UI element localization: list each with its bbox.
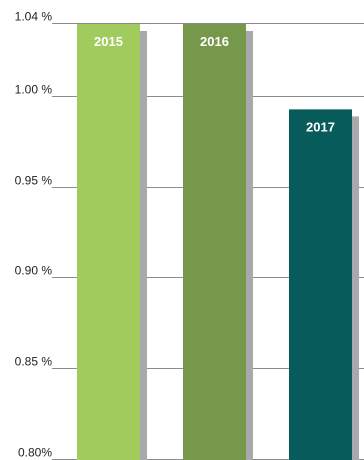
bar [289,109,352,460]
bar-labels: 2015 2016 2017 [94,34,335,134]
bar-value-label: 2015 [94,34,123,49]
y-axis-tick-labels: 1.04 % 1.00 % 0.95 % 0.90 % 0.85 % 0.80% [15,10,53,460]
bar [77,24,140,460]
y-tick-label: 0.85 % [15,355,53,369]
y-tick-label: 0.80% [18,446,52,460]
bar-value-label: 2017 [306,119,335,134]
bar-value-label: 2016 [200,34,229,49]
y-tick-label: 0.95 % [15,174,53,188]
y-tick-label: 1.04 % [15,10,53,24]
y-tick-label: 0.90 % [15,264,53,278]
bar [183,24,246,460]
bars [77,24,359,460]
y-tick-label: 1.00 % [15,83,53,97]
